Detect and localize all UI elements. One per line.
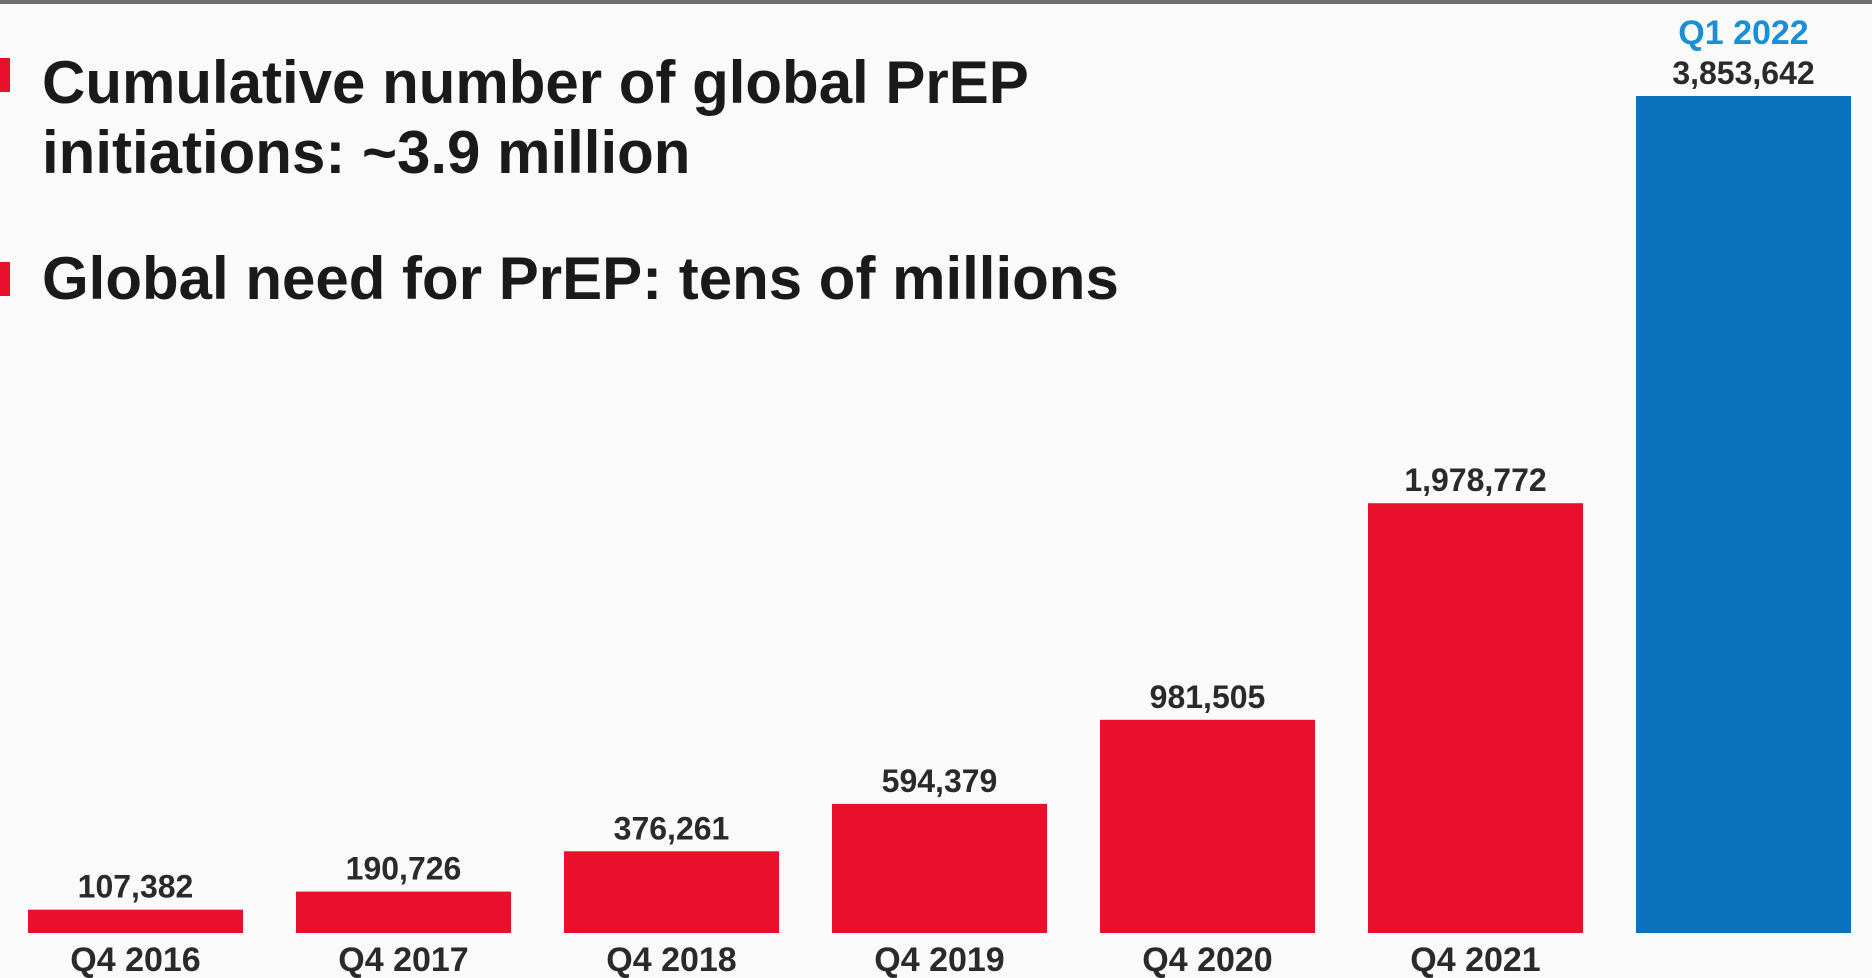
value-label-q4-2016: 107,382 <box>78 869 194 905</box>
bullet-text-1: Cumulative number of global PrEP initiat… <box>42 48 1029 188</box>
value-label-q4-2019: 594,379 <box>882 763 998 799</box>
bullet-1-line-1: Cumulative number of global PrEP <box>42 49 1029 116</box>
bar-q4-2017 <box>296 891 511 933</box>
bullet-2-line-1: Global need for PrEP: tens of millions <box>42 245 1119 312</box>
category-label-q4-2019: Q4 2019 <box>874 941 1004 978</box>
bullet-marker-2 <box>0 262 10 296</box>
bar-q1-2022 <box>1636 96 1851 933</box>
category-label-q4-2020: Q4 2020 <box>1142 941 1272 978</box>
bullet-1-line-2: initiations: ~3.9 million <box>42 119 691 186</box>
value-label-q4-2017: 190,726 <box>346 851 462 887</box>
value-label-q4-2020: 981,505 <box>1150 679 1266 715</box>
category-label-q1-2022: Q1 2022 <box>1678 14 1808 52</box>
category-label-q4-2018: Q4 2018 <box>606 941 736 978</box>
category-label-q4-2017: Q4 2017 <box>338 941 468 978</box>
category-label-q4-2016: Q4 2016 <box>70 941 200 978</box>
bar-q4-2019 <box>832 803 1047 933</box>
bar-q4-2018 <box>564 851 779 933</box>
bullet-text-2: Global need for PrEP: tens of millions <box>42 244 1119 314</box>
top-rule <box>0 0 1872 4</box>
bar-q4-2021 <box>1368 503 1583 933</box>
value-label-q4-2021: 1,978,772 <box>1404 462 1546 498</box>
category-label-q4-2021: Q4 2021 <box>1410 941 1540 978</box>
bullet-marker-1 <box>0 58 10 92</box>
bar-q4-2020 <box>1100 719 1315 933</box>
value-label-q4-2018: 376,261 <box>614 810 730 846</box>
bar-q4-2016 <box>28 909 243 933</box>
value-label-q1-2022: 3,853,642 <box>1672 55 1814 91</box>
